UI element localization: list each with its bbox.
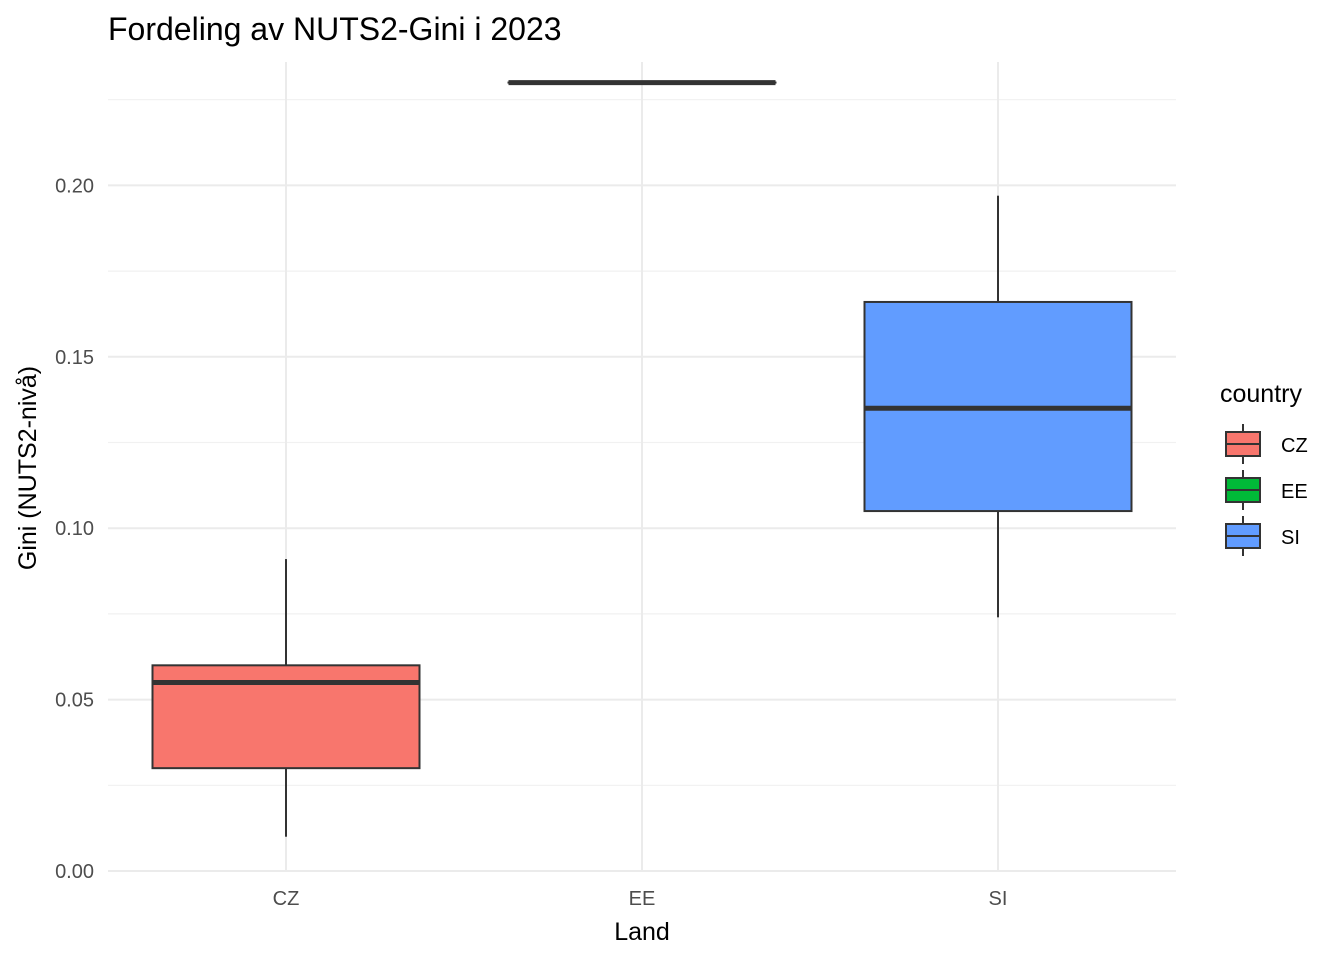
y-tick-label: 0.15 xyxy=(55,347,94,369)
x-tick-label: SI xyxy=(989,888,1008,910)
chart-title: Fordeling av NUTS2-Gini i 2023 xyxy=(108,11,562,47)
x-tick-label: CZ xyxy=(273,888,300,910)
y-tick-label: 0.00 xyxy=(55,861,94,883)
y-tick-label: 0.20 xyxy=(55,175,94,197)
x-tick-label: EE xyxy=(629,888,656,910)
legend: country CZ EE SI xyxy=(1220,380,1308,556)
box-cz xyxy=(151,559,421,837)
legend-item-ee: EE xyxy=(1225,470,1308,510)
legend-label: EE xyxy=(1281,481,1308,503)
legend-item-si: SI xyxy=(1225,516,1300,556)
legend-title: country xyxy=(1220,380,1302,408)
legend-label: SI xyxy=(1281,527,1300,549)
axes: 0.00 0.05 0.10 0.15 0.20 CZ EE SI xyxy=(55,175,1007,910)
x-axis-title: Land xyxy=(614,918,670,946)
y-tick-label: 0.10 xyxy=(55,518,94,540)
box-si xyxy=(863,195,1133,618)
legend-item-cz: CZ xyxy=(1225,424,1308,464)
y-axis-title: Gini (NUTS2-nivå) xyxy=(14,366,42,570)
y-tick-label: 0.05 xyxy=(55,690,94,712)
boxes xyxy=(151,80,1133,837)
legend-label: CZ xyxy=(1281,435,1308,457)
